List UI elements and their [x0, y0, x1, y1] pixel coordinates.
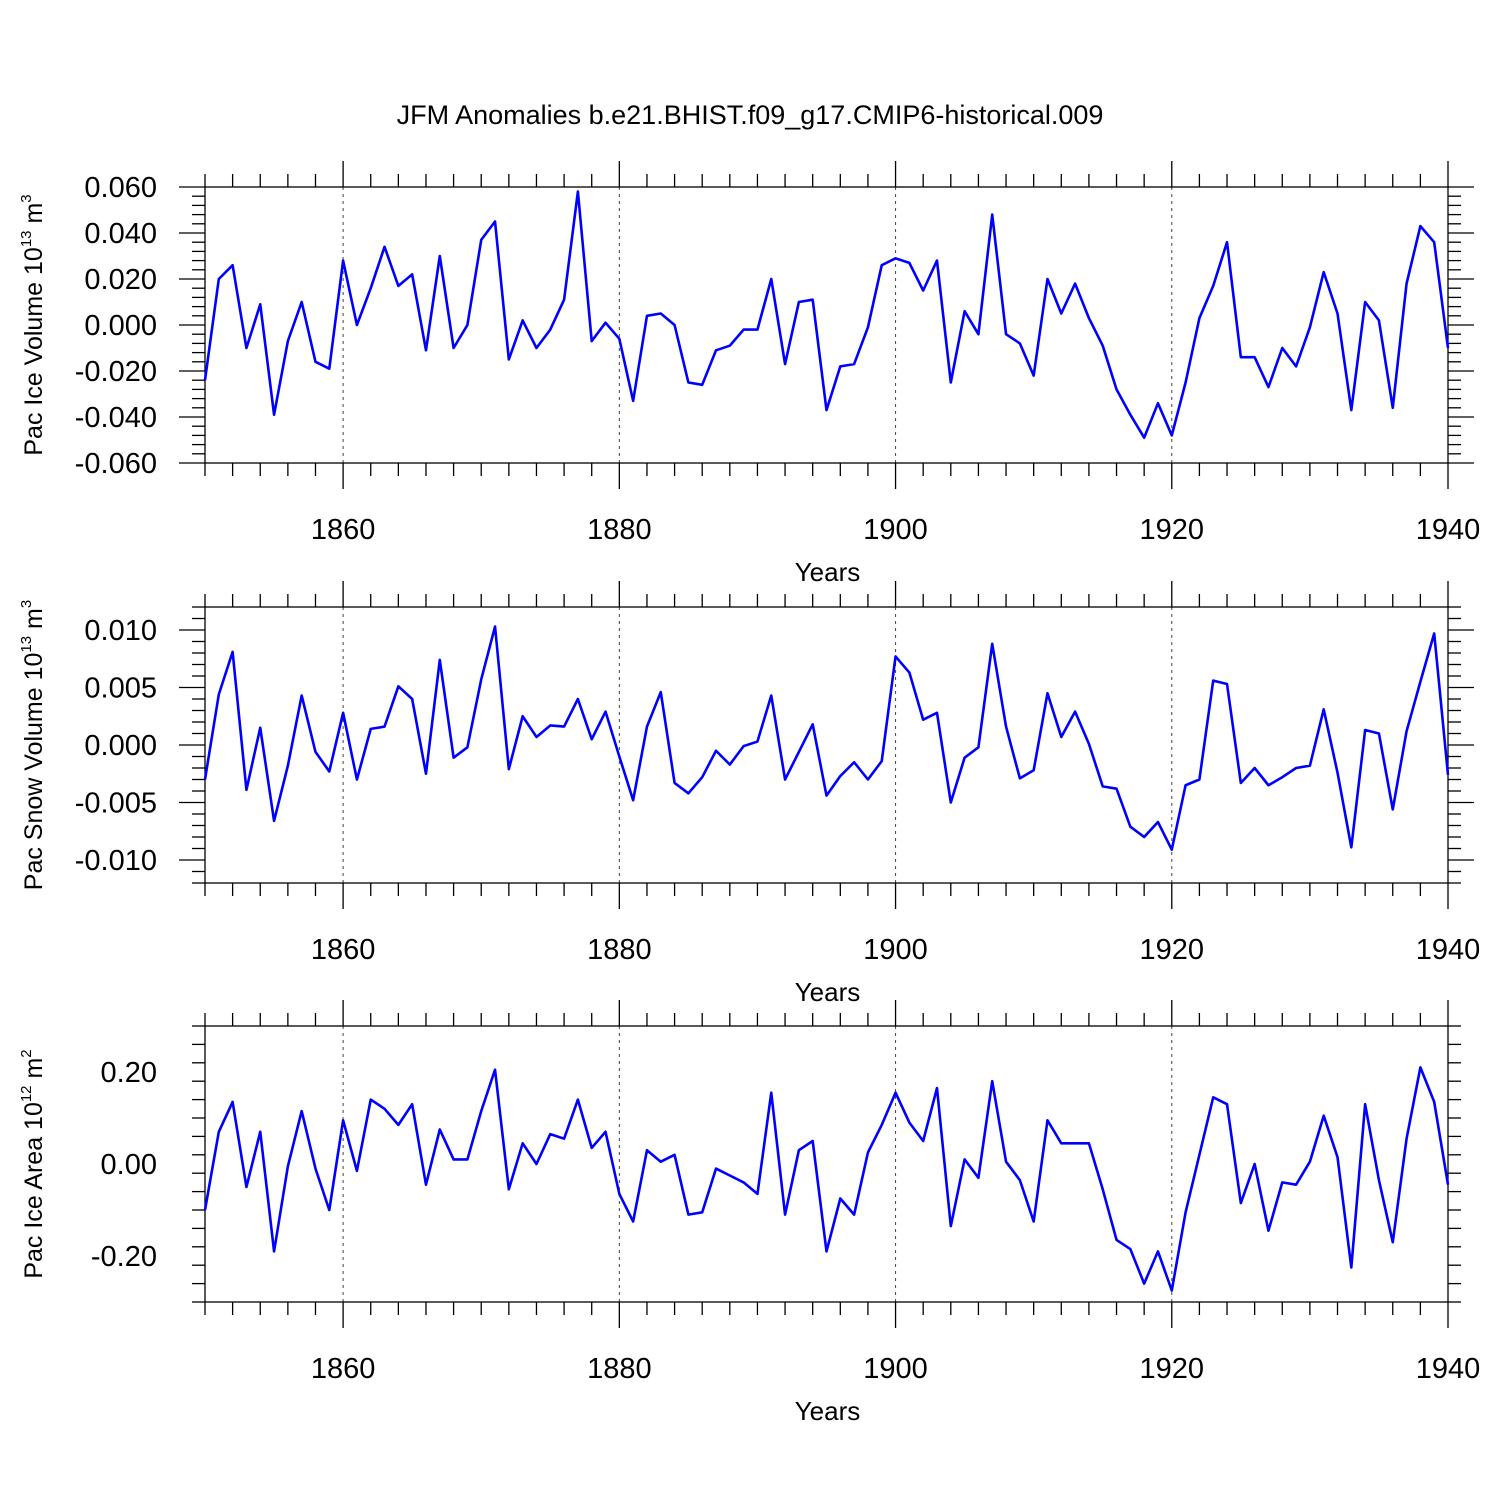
y-tick-label: -0.060 — [75, 448, 157, 480]
x-axis-title: Years — [795, 1396, 861, 1426]
panels-container: -0.060 -0.040 -0.020 0.000 0.020 0.040 0.060 18… — [18, 161, 1480, 1426]
x-axis-title: Years — [795, 977, 861, 1007]
x-tick-label: 1880 — [587, 934, 652, 966]
y-axis-title: Pac Snow Volume 1013 m3 — [18, 600, 48, 890]
series-line — [203, 190, 1450, 440]
x-tick-label: 1900 — [863, 1353, 928, 1385]
y-axis-title-superscript: 3 — [18, 194, 35, 202]
x-tick-label: 1860 — [311, 934, 376, 966]
y-axis-title-superscript: 13 — [18, 230, 35, 247]
panel-1: -0.060 -0.040 -0.020 0.000 0.020 0.040 0.060 18… — [18, 161, 1480, 587]
x-tick-label: 1900 — [863, 934, 928, 966]
plot-frame — [204, 186, 1449, 464]
y-axis-title-part: Pac Ice Area 10 — [20, 1102, 48, 1279]
data-points — [203, 1065, 1450, 1292]
x-tick-label: 1920 — [1140, 934, 1205, 966]
x-tick-label: 1920 — [1140, 514, 1205, 546]
series-line — [203, 1066, 1450, 1292]
y-axis-title-superscript: 12 — [18, 1085, 35, 1102]
y-axis-title: Pac Ice Area 1012 m2 — [18, 1049, 48, 1278]
y-tick-label: 0.00 — [101, 1149, 157, 1181]
x-tick-label: 1860 — [311, 1353, 376, 1385]
panel-2: -0.010 -0.005 0.000 0.005 0.010 1860 1880 1900 1… — [18, 581, 1480, 1007]
y-tick-label: 0.20 — [101, 1057, 157, 1089]
y-tick-label: -0.010 — [75, 845, 157, 877]
panel-3: -0.20 0.00 0.20 1860 1880 1900 1920 1940 Years Pa… — [18, 1000, 1480, 1426]
figure-title: JFM Anomalies b.e21.BHIST.f09_g17.CMIP6-… — [397, 100, 1104, 130]
data-points — [203, 625, 1450, 852]
x-tick-label: 1940 — [1416, 514, 1481, 546]
y-tick-label: -0.005 — [75, 788, 157, 820]
x-tick-label: 1920 — [1140, 1353, 1205, 1385]
x-axis-title: Years — [795, 557, 861, 587]
y-tick-label: 0.060 — [84, 172, 157, 204]
y-axis-title-part: m — [20, 1058, 48, 1086]
y-axis-title-part: Pac Ice Volume 10 — [20, 247, 48, 455]
x-tick-label: 1900 — [863, 514, 928, 546]
y-axis-title-part: Pac Snow Volume 10 — [20, 653, 48, 891]
y-axis-title-superscript: 2 — [18, 1049, 35, 1057]
y-axis-title-superscript: 3 — [18, 600, 35, 608]
y-axis-title: Pac Ice Volume 1013 m3 — [18, 194, 48, 455]
y-axis-title-superscript: 13 — [18, 636, 35, 653]
y-tick-label: 0.020 — [84, 264, 157, 296]
x-tick-label: 1880 — [587, 1353, 652, 1385]
y-axis-title-part: m — [20, 203, 48, 231]
plot-frame — [204, 1025, 1449, 1303]
y-tick-label: -0.040 — [75, 402, 157, 434]
x-tick-label: 1940 — [1416, 934, 1481, 966]
y-tick-label: 0.040 — [84, 218, 157, 250]
y-tick-label: 0.000 — [84, 310, 157, 342]
y-tick-label: 0.005 — [84, 673, 157, 705]
series-line — [203, 625, 1450, 851]
y-tick-label: 0.010 — [84, 615, 157, 647]
y-tick-label: 0.000 — [84, 730, 157, 762]
y-tick-label: -0.20 — [91, 1241, 157, 1273]
x-tick-label: 1860 — [311, 514, 376, 546]
y-axis-title-part: m — [20, 608, 48, 636]
x-tick-label: 1880 — [587, 514, 652, 546]
plot-frame — [204, 606, 1449, 884]
x-tick-label: 1940 — [1416, 1353, 1481, 1385]
y-tick-label: -0.020 — [75, 356, 157, 388]
